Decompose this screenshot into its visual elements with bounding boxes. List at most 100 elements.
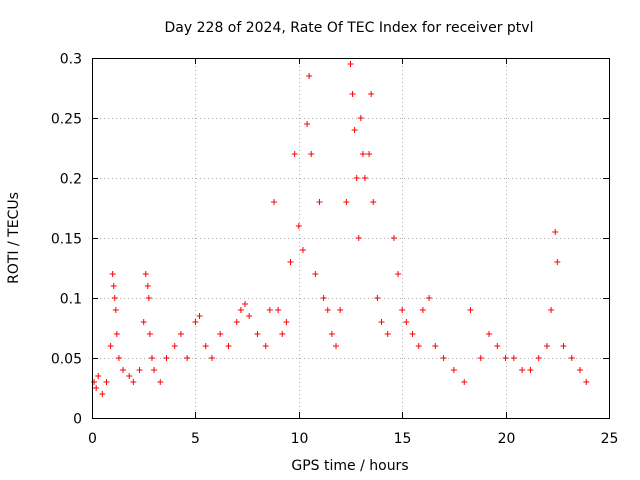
data-point (543, 343, 550, 349)
x-tick-label: 15 (394, 431, 412, 447)
data-point (266, 307, 273, 313)
x-tick-label: 10 (291, 431, 309, 447)
data-point (554, 259, 561, 265)
y-tick-label: 0 (73, 412, 82, 428)
data-point (320, 295, 327, 301)
data-point (560, 343, 567, 349)
data-point (242, 301, 249, 307)
data-point (148, 355, 155, 361)
y-axis-title: ROTI / TECUs (6, 192, 22, 284)
data-point (110, 283, 117, 289)
data-point (399, 307, 406, 313)
data-point (333, 343, 340, 349)
data-point (502, 355, 509, 361)
x-tick-label: 0 (88, 431, 97, 447)
data-point (112, 307, 119, 313)
data-point (254, 331, 261, 337)
data-point (142, 271, 149, 277)
chart-title: Day 228 of 2024, Rate Of TEC Index for r… (165, 20, 534, 36)
data-point (192, 319, 199, 325)
data-point (347, 61, 354, 67)
x-tick-label: 20 (498, 431, 516, 447)
data-point (548, 307, 555, 313)
x-tick-label: 25 (601, 431, 619, 447)
data-point (494, 343, 501, 349)
data-point (395, 271, 402, 277)
y-tick-label: 0.2 (60, 172, 82, 188)
data-point (432, 343, 439, 349)
data-point (99, 391, 106, 397)
data-point (343, 199, 350, 205)
data-point (163, 355, 170, 361)
data-point (337, 307, 344, 313)
data-point (225, 343, 232, 349)
data-point (486, 331, 493, 337)
data-point (374, 295, 381, 301)
data-point (312, 271, 319, 277)
y-tick-label: 0.1 (60, 292, 82, 308)
data-point (419, 307, 426, 313)
data-point (467, 307, 474, 313)
data-point (349, 91, 356, 97)
data-point (510, 355, 517, 361)
data-point (217, 331, 224, 337)
axis-ticks: 0 5 10 15 20 25 0 0.05 0.1 0.15 0.2 0.25 0.3 (51, 52, 619, 448)
data-point (208, 355, 215, 361)
data-point (368, 91, 375, 97)
data-point (477, 355, 484, 361)
data-point (279, 331, 286, 337)
data-point (415, 343, 422, 349)
data-point (583, 379, 590, 385)
data-point (295, 223, 302, 229)
data-point (361, 175, 368, 181)
data-point (246, 313, 253, 319)
data-point (440, 355, 447, 361)
data-point (177, 331, 184, 337)
data-point (113, 331, 120, 337)
data-point (519, 367, 526, 373)
data-point (196, 313, 203, 319)
data-point (145, 295, 152, 301)
data-point (291, 151, 298, 157)
data-point (450, 367, 457, 373)
x-axis-title: GPS time / hours (291, 458, 408, 474)
data-point (126, 373, 133, 379)
data-point (378, 319, 385, 325)
data-point (233, 319, 240, 325)
data-point (146, 331, 153, 337)
data-point (184, 355, 191, 361)
data-point (370, 199, 377, 205)
data-point (93, 385, 100, 391)
data-point (202, 343, 209, 349)
data-points (91, 61, 590, 397)
data-point (103, 379, 110, 385)
y-tick-label: 0.15 (51, 232, 82, 248)
data-point (136, 367, 143, 373)
data-point (306, 73, 313, 79)
data-point (275, 307, 282, 313)
data-point (577, 367, 584, 373)
data-point (355, 235, 362, 241)
y-tick-label: 0.05 (51, 352, 82, 368)
data-point (107, 343, 114, 349)
data-point (299, 247, 306, 253)
data-point (144, 283, 151, 289)
data-point (409, 331, 416, 337)
data-point (552, 229, 559, 235)
data-point (390, 235, 397, 241)
data-point (130, 379, 137, 385)
data-point (527, 367, 534, 373)
data-point (262, 343, 269, 349)
data-point (316, 199, 323, 205)
data-point (304, 121, 311, 127)
data-point (115, 355, 122, 361)
data-point (324, 307, 331, 313)
data-point (426, 295, 433, 301)
data-point (359, 151, 366, 157)
data-point (95, 373, 102, 379)
data-point (308, 151, 315, 157)
data-point (568, 355, 575, 361)
y-tick-label: 0.25 (51, 112, 82, 128)
data-point (353, 175, 360, 181)
